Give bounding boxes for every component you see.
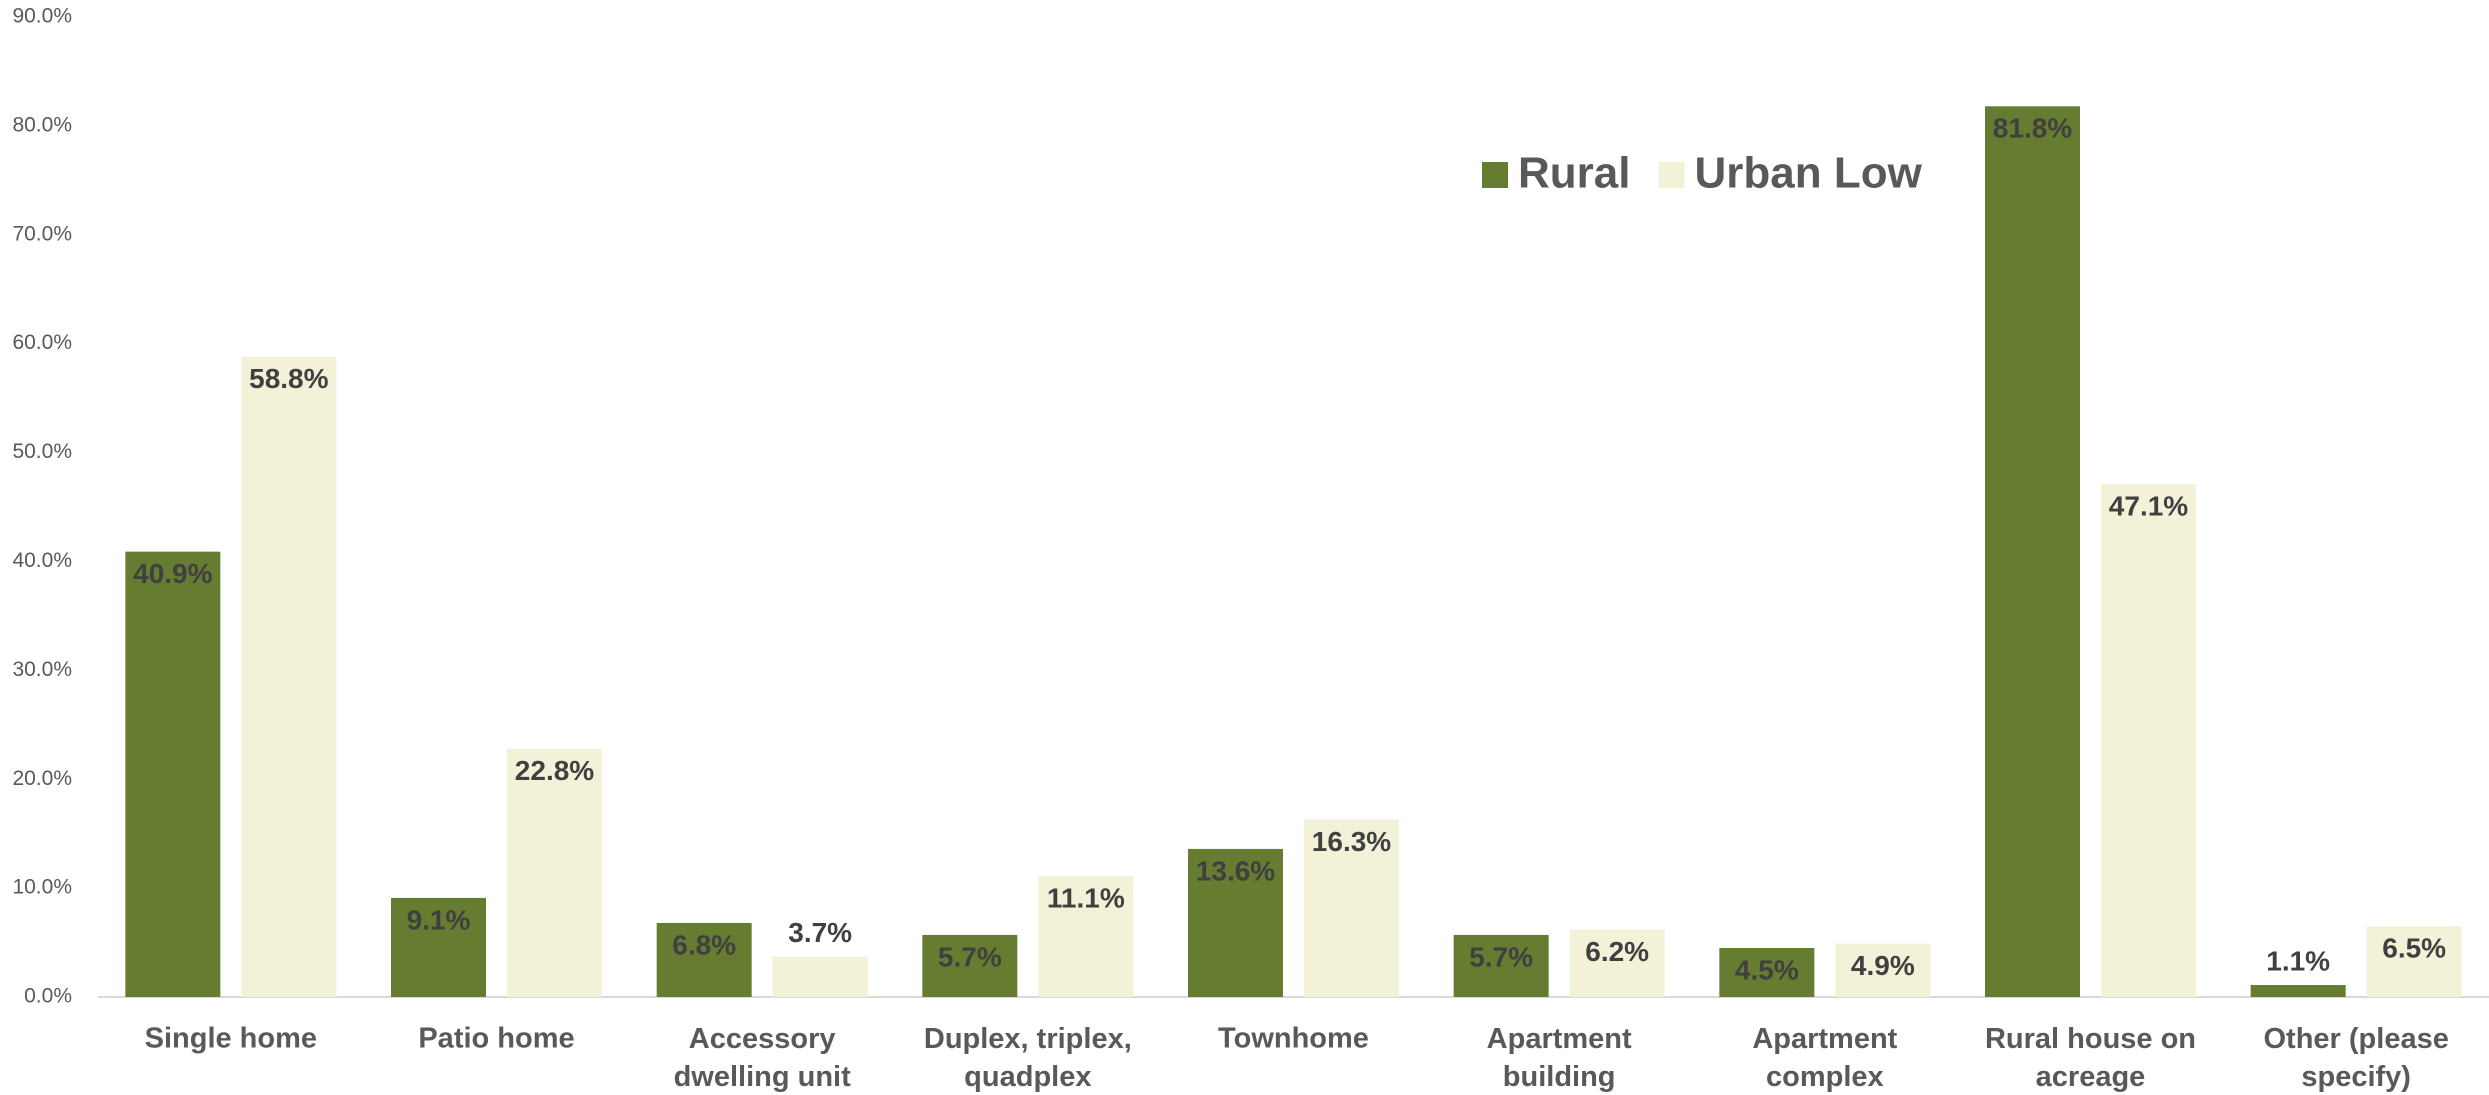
x-tick-label: Apartment complex (1752, 1023, 1897, 1093)
y-tick-label: 10.0% (12, 876, 72, 899)
x-tick-label: Duplex, triplex, quadplex (924, 1023, 1132, 1093)
data-label: 13.6% (1196, 855, 1275, 886)
data-label: 9.1% (407, 904, 471, 935)
y-tick-label: 70.0% (12, 222, 72, 245)
bar (125, 551, 221, 997)
y-tick-label: 50.0% (12, 440, 72, 463)
data-label: 11.1% (1047, 883, 1125, 914)
x-tick-label: Townhome (1218, 1023, 1369, 1055)
data-label: 6.2% (1585, 936, 1649, 967)
x-tick-label: Rural house on acreage (1985, 1023, 2196, 1093)
bar (772, 956, 868, 997)
data-label: 81.8% (1993, 113, 2072, 144)
data-label: 22.8% (515, 755, 594, 786)
data-label: 5.7% (1469, 941, 1533, 972)
bar (2366, 926, 2462, 997)
legend-label: Urban Low (1694, 149, 1922, 198)
y-tick-label: 20.0% (12, 767, 72, 790)
y-tick-label: 30.0% (12, 658, 72, 681)
bar (1835, 943, 1931, 997)
data-label: 40.9% (133, 558, 212, 589)
y-tick-label: 40.0% (12, 549, 72, 572)
data-label: 4.9% (1851, 950, 1915, 981)
data-label: 16.3% (1312, 826, 1391, 857)
bar (1453, 934, 1549, 997)
bar (1038, 876, 1134, 997)
data-label: 1.1% (2266, 945, 2330, 976)
data-label: 6.5% (2382, 933, 2446, 964)
bar (1569, 929, 1665, 997)
y-tick-label: 60.0% (12, 331, 72, 354)
y-tick-label: 80.0% (12, 113, 72, 136)
data-label: 6.8% (672, 929, 736, 960)
legend-swatch (1482, 162, 1508, 188)
data-label: 4.5% (1735, 954, 1799, 985)
bar (391, 897, 486, 997)
data-label: 47.1% (2109, 491, 2188, 522)
y-tick-label: 0.0% (24, 985, 72, 1008)
bar (1719, 948, 1815, 997)
x-tick-label: Other (please specify) (2263, 1023, 2448, 1093)
x-tick-label: Apartment building (1487, 1023, 1632, 1093)
x-tick-label: Single home (145, 1023, 317, 1055)
bar (922, 934, 1018, 997)
bar (2101, 484, 2196, 998)
data-label: 3.7% (788, 917, 852, 948)
legend-swatch (1658, 162, 1685, 188)
bar (656, 922, 752, 997)
bar (241, 356, 337, 997)
y-tick-label: 90.0% (12, 5, 72, 28)
data-label: 5.7% (938, 941, 1002, 972)
bar (507, 748, 602, 997)
x-tick-label: Patio home (418, 1023, 574, 1055)
bar (2250, 985, 2346, 997)
legend-label: Rural (1518, 149, 1630, 198)
bar (1304, 819, 1399, 997)
data-label: 58.8% (249, 363, 328, 394)
bar (1985, 106, 2080, 998)
bar (1188, 848, 1283, 997)
